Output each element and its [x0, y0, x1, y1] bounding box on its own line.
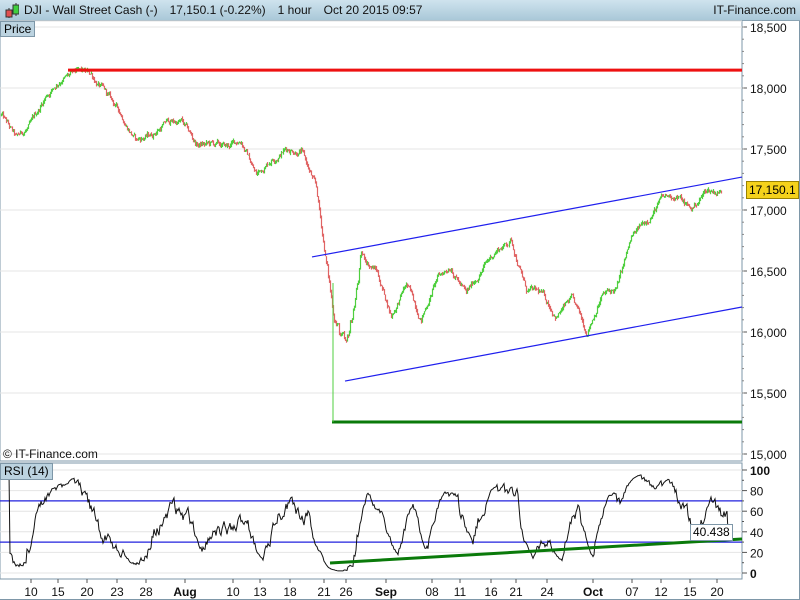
rsi-line [8, 472, 729, 572]
x-tick-label: 18 [283, 585, 297, 599]
x-tick-label: 15 [51, 585, 65, 599]
symbol-title: DJI - Wall Street Cash (-) [24, 3, 158, 17]
rsi-tick-label: 100 [750, 464, 770, 478]
rsi-tick-label: 20 [750, 546, 764, 560]
last-rsi-label: 40.438 [690, 524, 733, 541]
price-tick-label: 15,000 [750, 448, 787, 462]
x-tick-label: 21 [509, 585, 523, 599]
price-tick-label: 17,500 [750, 143, 787, 157]
rsi-pane-label: RSI (14) [0, 463, 53, 480]
x-tick-label: 12 [654, 585, 668, 599]
datetime: Oct 20 2015 09:57 [323, 3, 423, 17]
x-tick-label: 07 [625, 585, 639, 599]
x-tick-label: 13 [253, 585, 267, 599]
rsi-trendline [329, 537, 743, 565]
rsi-tick-label: 80 [750, 485, 764, 499]
x-tick-label: 21 [317, 585, 331, 599]
candlestick-icon [5, 3, 19, 18]
price-tick-label: 18,500 [750, 21, 787, 35]
x-tick-label: 20 [710, 585, 724, 599]
x-tick-label: 08 [425, 585, 439, 599]
channel-lower-line [344, 306, 743, 382]
timeframe[interactable]: 1 hour [277, 3, 312, 17]
brand: IT-Finance.com [713, 3, 796, 17]
candles [0, 66, 723, 343]
x-tick-label: Aug [173, 585, 196, 599]
x-tick-label: 26 [339, 585, 353, 599]
price-pane [0, 20, 743, 462]
channel-upper-line [311, 176, 743, 258]
x-tick-label: Sep [375, 585, 397, 599]
last-price-label: 17,150.1 [746, 181, 799, 199]
rsi-tick-label: 40 [750, 526, 764, 540]
x-tick-label: 10 [226, 585, 240, 599]
price-tick-label: 16,500 [750, 265, 787, 279]
x-tick-label: 23 [110, 585, 124, 599]
x-tick-label: Oct [583, 585, 603, 599]
price-tick-label: 17,000 [750, 204, 787, 218]
price-tick-label: 15,500 [750, 387, 787, 401]
title-bar: DJI - Wall Street Cash (-) 17,150.1 (-0.… [0, 0, 800, 21]
price-tick-label: 16,000 [750, 326, 787, 340]
price-pane-label: Price [0, 21, 36, 37]
x-tick-label: 16 [484, 585, 498, 599]
rsi-tick-label: 0 [750, 567, 757, 581]
price-tick-label: 18,000 [750, 82, 787, 96]
x-tick-label: 24 [540, 585, 554, 599]
copyright: © IT-Finance.com [3, 447, 98, 461]
x-tick-label: 11 [454, 585, 467, 599]
x-tick-label: 28 [139, 585, 153, 599]
x-tick-label: 15 [683, 585, 697, 599]
x-tick-label: 20 [80, 585, 94, 599]
x-tick-label: 10 [24, 585, 38, 599]
rsi-tick-label: 60 [750, 505, 764, 519]
last-price-change: 17,150.1 (-0.22%) [169, 3, 266, 17]
